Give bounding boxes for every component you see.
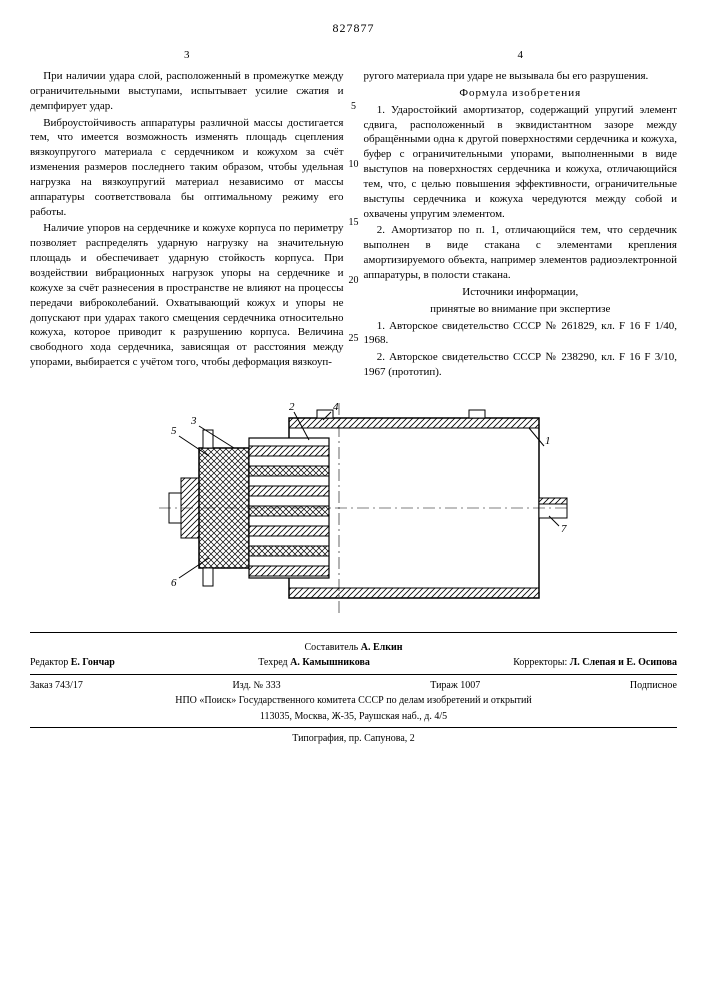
sources-title: Источники информации, (364, 285, 678, 300)
corr-label: Корректоры: (513, 657, 567, 668)
printer: Типография, пр. Сапунова, 2 (30, 732, 677, 746)
compiler-name: А. Елкин (361, 642, 403, 653)
paragraph: При наличии удара слой, расположенный в … (30, 69, 344, 114)
editor-label: Редактор (30, 657, 68, 668)
svg-text:4: 4 (333, 401, 339, 413)
sources-subtitle: принятые во внимание при экспертизе (364, 302, 678, 317)
source-ref: 2. Авторское свидетельство СССР № 238290… (364, 350, 678, 380)
edition-number: Изд. № 333 (232, 679, 280, 693)
organization: НПО «Поиск» Государственного комитета СС… (30, 694, 677, 708)
section-title: Формула изобретения (364, 86, 678, 101)
claim: 2. Амортизатор по п. 1, отличающийся тем… (364, 223, 678, 282)
paragraph: ругого материала при ударе не вызывала б… (364, 69, 678, 84)
compiler-label: Составитель (304, 642, 358, 653)
tech-name: А. Камышникова (290, 657, 370, 668)
corr-names: Л. Слепая и Е. Осипова (570, 657, 677, 668)
technical-drawing: 3 5 2 4 6 1 7 (139, 398, 569, 618)
svg-text:5: 5 (171, 425, 177, 437)
left-column: 3 При наличии удара слой, расположенный … (30, 48, 344, 382)
paragraph: Виброустойчивость аппаратуры различной м… (30, 116, 344, 220)
paragraph: Наличие упоров на сердечнике и кожухе ко… (30, 221, 344, 369)
circulation: Тираж 1007 (430, 679, 480, 693)
line-marker: 10 (347, 158, 361, 172)
line-marker: 15 (347, 216, 361, 230)
svg-text:1: 1 (545, 435, 551, 447)
address: 113035, Москва, Ж-35, Раушская наб., д. … (30, 710, 677, 724)
patent-number: 827877 (30, 20, 677, 36)
svg-text:3: 3 (190, 415, 197, 427)
tech-label: Техред (258, 657, 287, 668)
source-ref: 1. Авторское свидетельство СССР № 261829… (364, 319, 678, 349)
svg-text:2: 2 (289, 401, 295, 413)
svg-text:6: 6 (171, 577, 177, 589)
svg-text:7: 7 (561, 523, 567, 535)
col-number-right: 4 (364, 48, 678, 63)
order-number: Заказ 743/17 (30, 679, 83, 693)
line-marker: 5 (347, 100, 361, 114)
col-number-left: 3 (30, 48, 344, 63)
subscription: Подписное (630, 679, 677, 693)
line-marker: 20 (347, 274, 361, 288)
claim: 1. Ударостойкий амортизатор, содержащий … (364, 103, 678, 222)
footer-block: Составитель А. Елкин Редактор Е. Гончар … (30, 632, 677, 746)
right-column: 4 ругого материала при ударе не вызывала… (364, 48, 678, 382)
line-marker: 25 (347, 332, 361, 346)
editor-name: Е. Гончар (71, 657, 115, 668)
